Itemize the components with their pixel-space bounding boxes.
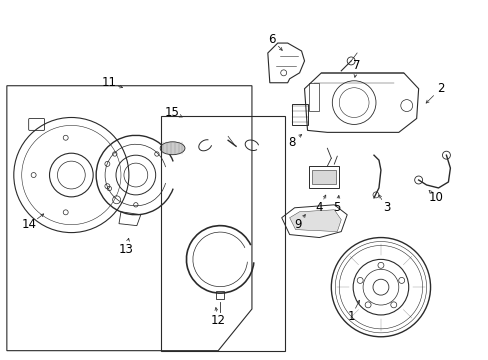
Text: 4: 4 (315, 201, 323, 214)
Text: 13: 13 (118, 243, 133, 256)
Text: 2: 2 (436, 82, 443, 95)
Text: 1: 1 (346, 310, 354, 323)
Bar (216, 291, 224, 299)
Bar (291, 104, 307, 125)
Text: 6: 6 (267, 33, 275, 46)
Text: 10: 10 (428, 192, 443, 204)
Ellipse shape (160, 142, 184, 155)
Text: 5: 5 (333, 201, 340, 214)
Text: 15: 15 (165, 106, 180, 119)
Circle shape (356, 278, 363, 283)
Text: 12: 12 (210, 314, 225, 327)
Text: 7: 7 (353, 59, 360, 72)
Bar (312, 170, 336, 184)
Circle shape (398, 278, 404, 283)
Circle shape (390, 302, 396, 308)
Circle shape (365, 302, 370, 308)
Circle shape (377, 262, 383, 268)
Text: 11: 11 (102, 76, 116, 89)
Text: 14: 14 (22, 218, 37, 231)
Text: 3: 3 (383, 201, 390, 214)
Bar (309, 83, 319, 111)
Text: 8: 8 (287, 136, 295, 149)
Bar (309, 166, 339, 188)
Text: 9: 9 (293, 218, 301, 231)
Polygon shape (289, 210, 341, 231)
